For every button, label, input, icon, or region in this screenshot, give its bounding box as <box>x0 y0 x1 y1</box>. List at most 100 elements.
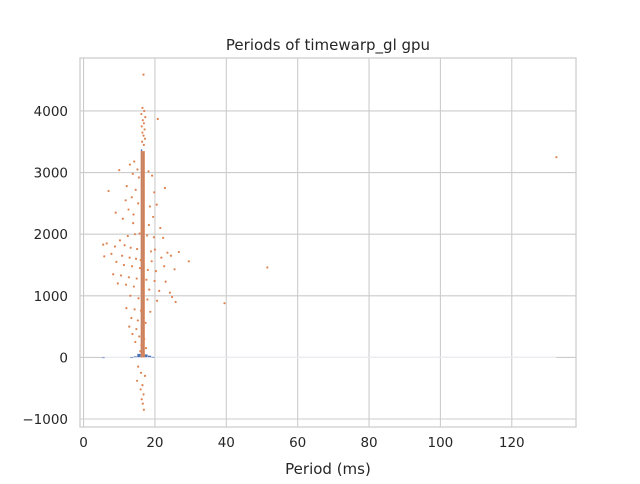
scatter-point <box>121 217 124 220</box>
scatter-point <box>174 300 177 304</box>
scatter-point <box>152 215 155 219</box>
scatter-point <box>163 186 167 190</box>
scatter-point <box>143 137 147 140</box>
scatter-point <box>140 112 143 116</box>
scatter-point <box>118 169 121 172</box>
scatter-point <box>160 256 163 259</box>
scatter-point <box>223 302 226 305</box>
scatter-point <box>127 208 130 211</box>
scatter-point <box>132 285 135 288</box>
histogram-bar <box>151 356 156 358</box>
scatter-point <box>135 247 139 251</box>
scatter-point <box>141 119 144 122</box>
scatter-point <box>133 233 137 236</box>
scatter-point <box>132 213 135 216</box>
scatter-point <box>146 298 149 301</box>
scatter-point <box>156 117 159 121</box>
y-tick-label: 3000 <box>34 166 68 182</box>
x-tick-label: 100 <box>428 435 454 451</box>
scatter-point <box>123 244 126 247</box>
scatter-point <box>148 205 152 208</box>
scatter-point <box>142 143 145 146</box>
scatter-point <box>139 350 142 353</box>
scatter-point <box>147 170 150 173</box>
scatter-point <box>153 191 156 194</box>
scatter-point <box>140 330 144 333</box>
plot-background <box>80 58 576 427</box>
y-tick-label: 1000 <box>34 289 68 305</box>
scatter-point <box>135 379 139 382</box>
x-tick-labels: 0 20 40 60 80 100 120 <box>79 435 524 451</box>
scatter-point <box>110 252 113 255</box>
scatter-point <box>164 280 167 283</box>
scatter-point <box>128 163 132 166</box>
scatter-point <box>142 353 145 356</box>
scatter-point <box>141 106 144 109</box>
y-tick-label: 4000 <box>34 104 68 120</box>
scatter-point <box>147 223 150 227</box>
scatter-point <box>107 189 110 193</box>
y-tick-label: 0 <box>59 350 68 366</box>
histogram-bar <box>147 355 152 358</box>
scatter-point <box>187 260 190 263</box>
scatter-point <box>144 347 148 350</box>
scatter-point <box>125 307 128 310</box>
scatter-point <box>150 174 154 177</box>
scatter-point <box>149 310 152 313</box>
scatter-point <box>136 319 139 322</box>
scatter-point <box>170 295 174 299</box>
scatter-point <box>153 279 156 283</box>
scatter-point <box>131 332 134 336</box>
scatter-point <box>130 316 133 320</box>
x-tick-label: 20 <box>146 435 163 451</box>
scatter-point <box>146 268 149 272</box>
scatter-point <box>103 255 106 258</box>
scatter-point <box>132 221 135 225</box>
scatter-point <box>133 160 136 163</box>
scatter-point <box>115 260 118 264</box>
scatter-point <box>159 226 162 230</box>
scatter-point <box>140 398 143 401</box>
scatter-point <box>105 242 108 245</box>
scatter-point <box>139 258 142 262</box>
scatter-point <box>138 335 141 338</box>
scatter-point <box>141 131 144 134</box>
scatter-point <box>121 254 124 257</box>
scatter-point <box>266 266 269 269</box>
scatter-point <box>126 234 129 238</box>
scatter-point <box>137 202 140 205</box>
scatter-dense-band <box>140 151 145 358</box>
scatter-point <box>139 371 143 374</box>
histogram-bar <box>101 357 106 359</box>
x-tick-label: 80 <box>360 435 377 451</box>
data-marks <box>101 73 558 411</box>
scatter-point <box>144 116 147 119</box>
scatter-point <box>138 266 142 270</box>
scatter-point <box>142 73 145 76</box>
plot-frame <box>79 57 577 428</box>
scatter-point <box>141 287 144 290</box>
scatter-point <box>137 365 140 368</box>
scatter-point <box>130 196 133 199</box>
scatter-point <box>555 156 558 159</box>
scatter-point <box>140 140 144 143</box>
scatter-point <box>142 122 145 125</box>
scatter-point <box>134 188 137 191</box>
scatter-point <box>122 263 125 267</box>
scatter-point <box>142 134 145 137</box>
scatter-point <box>138 232 141 235</box>
scatter-point <box>140 229 143 232</box>
scatter-point <box>163 265 166 268</box>
scatter-point <box>140 125 143 128</box>
x-axis-label: Period (ms) <box>285 460 371 478</box>
scatter-point <box>145 278 148 281</box>
scatter-point <box>140 343 143 347</box>
scatter-point <box>119 274 123 277</box>
scatter-point <box>158 289 161 292</box>
y-tick-label: 2000 <box>34 227 68 243</box>
scatter-point <box>153 248 157 251</box>
scatter-point <box>143 337 146 341</box>
scatter-point <box>113 245 117 248</box>
